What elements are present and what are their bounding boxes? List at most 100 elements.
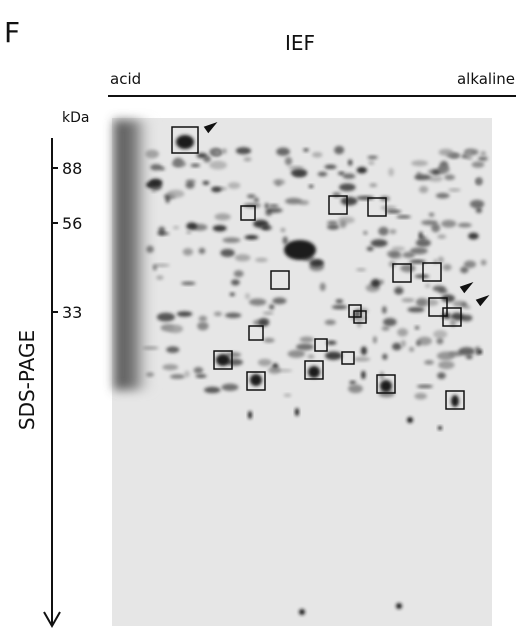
spot-box [246, 371, 266, 391]
gel-spot [438, 360, 455, 370]
gel-spot [221, 383, 239, 391]
gel-spot [298, 200, 310, 205]
gel-spot [284, 240, 316, 260]
gel-spot [407, 417, 413, 423]
gel-spot [380, 380, 392, 392]
gel-spot [290, 168, 308, 177]
gel-spot [317, 171, 328, 177]
gel-spot [282, 236, 288, 245]
gel-spot [416, 384, 434, 389]
gel-spot [303, 148, 309, 152]
gel-spot [265, 209, 273, 217]
gel-spot [369, 183, 378, 188]
gel-spot [444, 174, 456, 181]
spot-box [213, 350, 233, 370]
gel-spot [339, 183, 356, 192]
gel-spot [370, 279, 381, 288]
gel-spot [402, 251, 415, 259]
gel-spot [360, 346, 367, 356]
gel-spot [255, 257, 268, 263]
marker-label: 56 [62, 214, 82, 233]
gel-spot [156, 312, 175, 322]
gel-spot [234, 254, 251, 262]
gel-spot [220, 248, 235, 258]
gel-spot [268, 366, 282, 374]
gel-spot [142, 346, 159, 350]
gel-spot [379, 279, 384, 285]
gel-spot [263, 338, 275, 343]
gel-spot [335, 299, 344, 304]
gel-spot [227, 182, 241, 189]
gel-spot [152, 264, 157, 271]
y-axis-title: SDS-PAGE [15, 330, 39, 430]
spot-box [248, 325, 264, 341]
gel-spot [378, 226, 389, 236]
gel-spot [273, 178, 286, 186]
gel-spot [288, 166, 304, 170]
gel-spot [176, 311, 193, 317]
gel-spot [145, 372, 155, 377]
gel-spot [381, 306, 387, 314]
gel-spot [438, 165, 450, 174]
gel-spot [213, 311, 222, 317]
gel-spot [204, 386, 221, 394]
gel-spot [276, 147, 290, 156]
arrowhead-marker [203, 121, 218, 134]
gel-spot [448, 188, 461, 192]
gel-spot [392, 342, 402, 351]
gel-spot [212, 225, 227, 232]
gel-spot [299, 609, 305, 615]
gel-spot [348, 384, 363, 394]
gel-spot [431, 223, 441, 233]
alkaline-label: alkaline [457, 70, 515, 88]
gel-spot [415, 297, 429, 307]
gel-spot [466, 354, 473, 360]
gel-spot [253, 197, 259, 203]
gel-spot [460, 266, 469, 274]
gel-spot [337, 171, 345, 176]
gel-spot [417, 336, 432, 346]
gel-spot [326, 340, 337, 345]
gel-spot [249, 298, 267, 306]
gel-spot [193, 367, 204, 374]
gel-spot [425, 283, 431, 288]
gel-spot [435, 192, 450, 199]
gel-spot [355, 268, 367, 272]
gel-spot [414, 325, 420, 330]
gel-spot [408, 346, 415, 352]
spot-box [428, 297, 448, 317]
gel-spot [319, 282, 326, 292]
gel-spot [437, 234, 447, 239]
gel-spot [185, 181, 195, 189]
gel-spot [463, 260, 477, 269]
gel-spot [162, 364, 179, 371]
gel-spot [457, 222, 472, 228]
gel-spot [480, 151, 486, 156]
gel-spot [225, 352, 242, 358]
gel-spot [198, 315, 208, 322]
gel-spot [465, 149, 472, 158]
gel-spot [478, 156, 488, 162]
gel-spot [340, 196, 358, 206]
gel-spot [269, 304, 275, 310]
gel-spot [197, 321, 209, 331]
gel-spot [202, 180, 210, 186]
gel-spot [431, 169, 440, 175]
unit-label: kDa [62, 110, 89, 126]
gel-spot [186, 222, 198, 230]
marker-label: 88 [62, 159, 82, 178]
gel-spot [342, 173, 356, 179]
gel-spot [214, 149, 221, 156]
gel-spot [418, 185, 429, 194]
gel-spot [209, 160, 227, 170]
gel-spot [438, 426, 442, 430]
gel-spot [347, 159, 353, 166]
gel-spot [166, 346, 180, 354]
gel-spot [414, 392, 427, 400]
gel-spot [296, 343, 314, 351]
gel-spot [309, 259, 324, 267]
gel-spot [216, 354, 230, 366]
gel-spot [370, 239, 388, 248]
gel-spot [295, 408, 299, 416]
